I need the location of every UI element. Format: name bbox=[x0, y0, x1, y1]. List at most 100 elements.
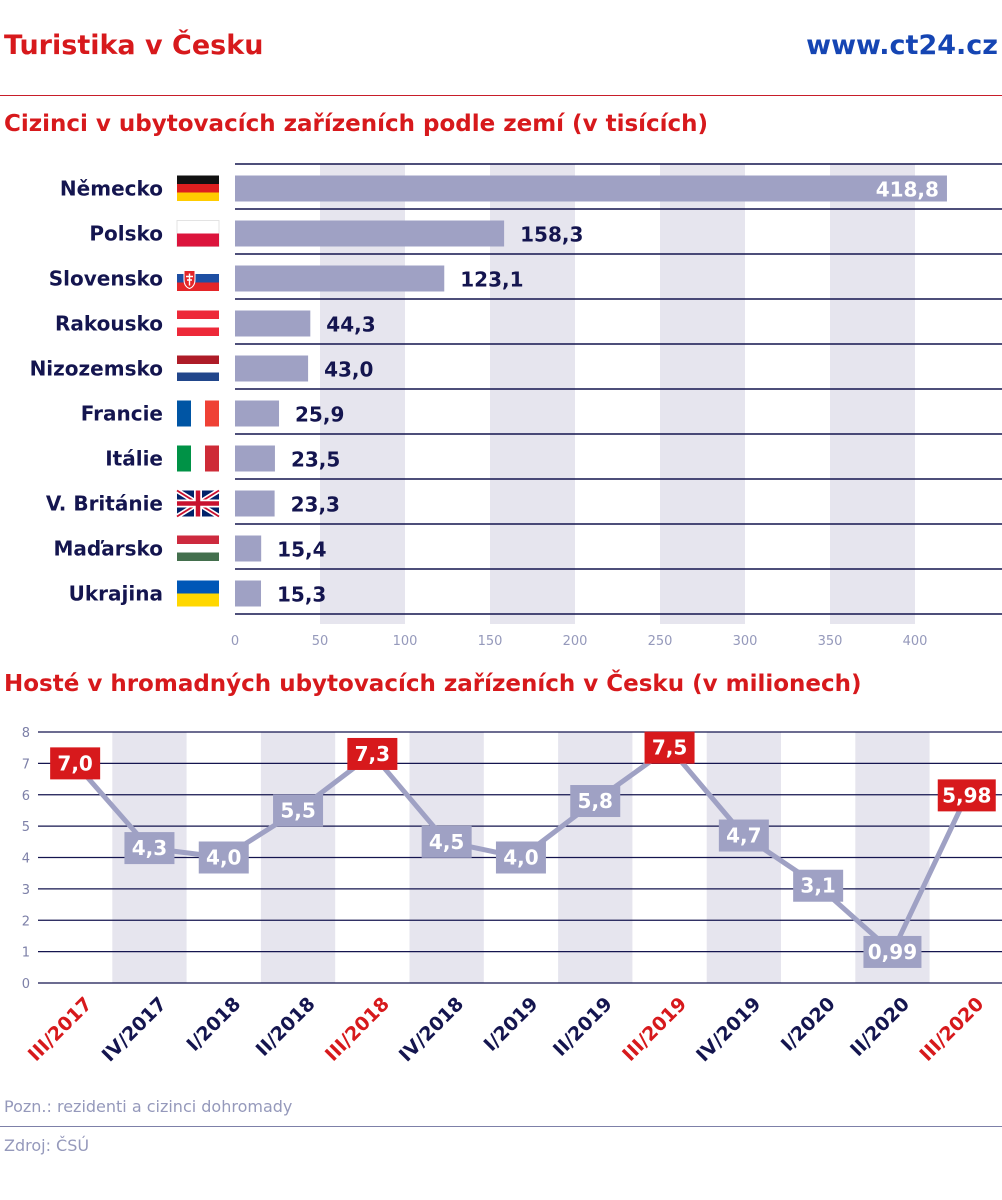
flag-germany-icon bbox=[177, 175, 219, 201]
footnote: Pozn.: rezidenti a cizinci dohromady bbox=[4, 1097, 293, 1116]
bar bbox=[235, 220, 505, 247]
data-label: 3,1 bbox=[800, 874, 835, 898]
country-label: Francie bbox=[81, 402, 163, 426]
country-label: Nizozemsko bbox=[30, 357, 163, 381]
page-title: Turistika v Česku bbox=[4, 30, 264, 61]
bar-value-label: 418,8 bbox=[876, 178, 939, 202]
data-point-box bbox=[50, 747, 101, 780]
x-tick-label: 200 bbox=[563, 634, 588, 649]
x-tick-label: III/2017 bbox=[24, 993, 97, 1066]
data-label: 4,0 bbox=[503, 846, 538, 870]
bar bbox=[235, 310, 311, 337]
x-tick-label: I/2019 bbox=[480, 993, 543, 1056]
bar-value-label: 15,3 bbox=[277, 583, 326, 607]
bar bbox=[235, 355, 309, 382]
x-tick-label: II/2019 bbox=[549, 993, 617, 1061]
data-label: 7,3 bbox=[355, 742, 390, 766]
country-label: Ukrajina bbox=[69, 582, 163, 606]
x-tick-label: IV/2017 bbox=[98, 993, 171, 1066]
data-label: 4,5 bbox=[429, 830, 464, 854]
x-tick-label: 150 bbox=[478, 634, 503, 649]
flag-hungary-icon bbox=[177, 535, 219, 561]
x-tick-label: 0 bbox=[231, 634, 239, 649]
country-label: Polsko bbox=[89, 222, 163, 246]
y-tick-label: 0 bbox=[22, 977, 30, 992]
x-tick-label: 50 bbox=[312, 634, 329, 649]
bar bbox=[235, 580, 262, 607]
data-label: 5,98 bbox=[942, 783, 991, 807]
data-point-box bbox=[570, 785, 621, 818]
site-link[interactable]: www.ct24.cz bbox=[806, 30, 998, 61]
data-label: 4,0 bbox=[206, 846, 241, 870]
data-label: 5,5 bbox=[280, 798, 315, 822]
y-tick-label: 4 bbox=[22, 852, 30, 867]
x-tick-label: 300 bbox=[733, 634, 758, 649]
data-point-box bbox=[198, 841, 249, 874]
data-point-box bbox=[124, 832, 175, 865]
data-point-box bbox=[863, 935, 922, 968]
x-tick-label: II/2020 bbox=[846, 993, 914, 1061]
bar-value-label: 43,0 bbox=[324, 358, 373, 382]
flag-france-icon bbox=[177, 400, 219, 427]
x-tick-label: III/2019 bbox=[618, 993, 691, 1066]
x-tick-label: IV/2018 bbox=[395, 993, 468, 1066]
bar bbox=[235, 445, 275, 472]
data-label: 4,3 bbox=[132, 836, 167, 860]
bar bbox=[235, 490, 275, 517]
bar-value-label: 123,1 bbox=[460, 268, 523, 292]
country-label: V. Británie bbox=[46, 492, 163, 516]
grid-stripe bbox=[830, 164, 915, 624]
bar bbox=[235, 400, 280, 427]
bar-value-label: 15,4 bbox=[277, 538, 326, 562]
country-label: Slovensko bbox=[49, 267, 163, 291]
flag-poland-icon bbox=[176, 220, 220, 247]
bar bbox=[235, 265, 445, 292]
grid-stripe bbox=[490, 164, 575, 624]
bar-value-label: 158,3 bbox=[520, 223, 583, 247]
bar-chart-title: Cizinci v ubytovacích zařízeních podle z… bbox=[4, 111, 709, 137]
y-tick-label: 8 bbox=[22, 726, 30, 741]
data-point-box bbox=[495, 841, 546, 874]
bar-value-label: 44,3 bbox=[326, 313, 375, 337]
source-note: Zdroj: ČSÚ bbox=[4, 1136, 90, 1155]
x-tick-label: III/2020 bbox=[915, 993, 988, 1066]
x-tick-label: 250 bbox=[648, 634, 673, 649]
header-divider bbox=[0, 95, 1002, 96]
data-point-box bbox=[644, 731, 695, 764]
bar-value-label: 23,3 bbox=[291, 493, 340, 517]
bar-value-label: 23,5 bbox=[291, 448, 340, 472]
y-tick-label: 2 bbox=[22, 914, 30, 929]
grid-stripe bbox=[660, 164, 745, 624]
data-point-box bbox=[273, 794, 324, 827]
x-tick-label: I/2020 bbox=[777, 993, 840, 1056]
data-label: 7,0 bbox=[57, 751, 92, 775]
x-tick-label: III/2018 bbox=[321, 993, 394, 1066]
x-tick-label: IV/2019 bbox=[692, 993, 765, 1066]
data-point-box bbox=[347, 737, 398, 770]
data-point-box bbox=[718, 819, 769, 852]
y-tick-label: 6 bbox=[22, 789, 30, 804]
bar bbox=[235, 535, 262, 562]
country-label: Itálie bbox=[105, 447, 163, 471]
data-label: 4,7 bbox=[726, 824, 761, 848]
data-point-box bbox=[421, 825, 472, 858]
flag-netherlands-icon bbox=[177, 355, 219, 381]
data-label: 0,99 bbox=[868, 940, 917, 964]
flag-austria-icon bbox=[177, 310, 219, 336]
x-tick-label: I/2018 bbox=[182, 993, 245, 1056]
flag-uk-icon bbox=[175, 488, 221, 519]
data-label: 7,5 bbox=[652, 736, 687, 760]
y-tick-label: 5 bbox=[22, 820, 30, 835]
bar bbox=[235, 175, 947, 202]
data-label: 5,8 bbox=[578, 789, 613, 813]
y-tick-label: 7 bbox=[22, 757, 30, 772]
y-tick-label: 3 bbox=[22, 883, 30, 898]
country-label: Maďarsko bbox=[54, 537, 163, 561]
flag-italy-icon bbox=[177, 445, 219, 472]
x-tick-label: II/2018 bbox=[252, 993, 320, 1061]
footer-divider bbox=[0, 1126, 1002, 1127]
line-chart: 0 1 2 3 4 5 6 7 8 7,0 III/2017 4,3 IV/2017 4,0 I/2018 5… bbox=[22, 726, 1002, 1066]
data-point-box bbox=[937, 779, 996, 812]
data-point-box bbox=[793, 869, 844, 902]
x-tick-label: 100 bbox=[393, 634, 418, 649]
